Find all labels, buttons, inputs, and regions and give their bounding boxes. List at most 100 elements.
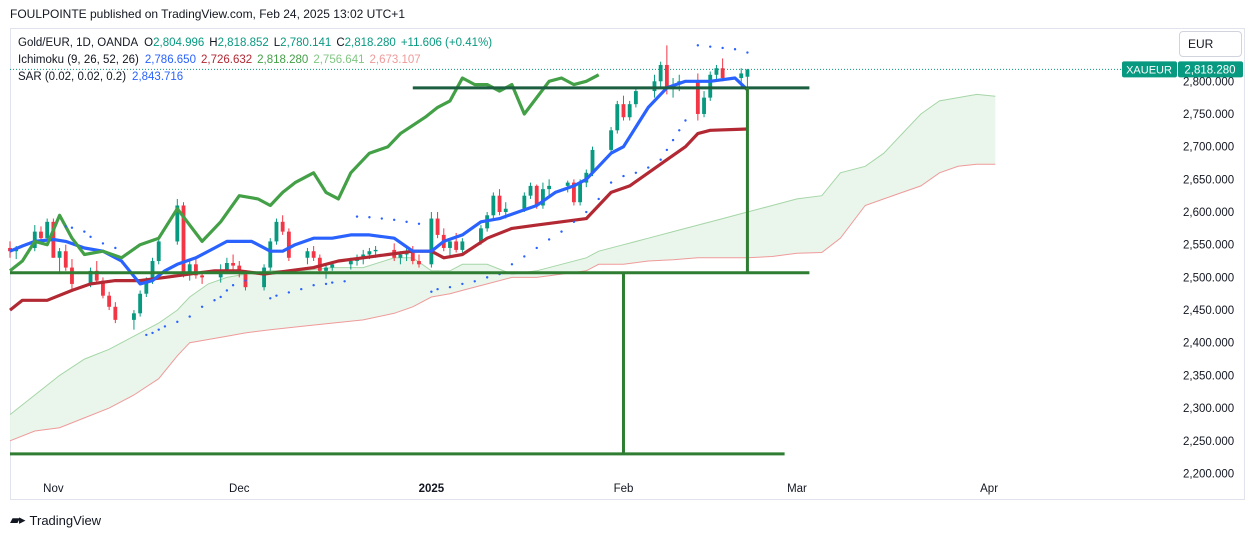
sar-dot bbox=[436, 287, 439, 291]
candle-body bbox=[63, 251, 68, 268]
y-tick-label: 2,550.000 bbox=[1183, 240, 1234, 252]
candle-body bbox=[268, 241, 273, 268]
x-tick-label: Nov bbox=[43, 483, 64, 495]
sar-dot bbox=[430, 290, 433, 293]
candle-body bbox=[262, 267, 266, 288]
sar-dot bbox=[634, 171, 638, 174]
candle-body bbox=[101, 280, 105, 296]
candle-body bbox=[664, 64, 669, 88]
candle-body bbox=[286, 231, 291, 258]
candle-body bbox=[175, 205, 180, 242]
ichimoku-lagging-value: 2,818.280 bbox=[257, 54, 309, 66]
symbol-tag-label: XAUEUR bbox=[1126, 64, 1172, 76]
sar-dot bbox=[200, 305, 204, 308]
candle-body bbox=[311, 251, 316, 258]
sar-dot bbox=[114, 246, 117, 250]
sar-dot bbox=[225, 289, 229, 292]
candle-body bbox=[429, 218, 434, 265]
sar-dot bbox=[89, 235, 92, 239]
sar-dot bbox=[343, 280, 346, 283]
symbol-label[interactable]: Gold/EUR, 1D, OANDA bbox=[18, 37, 139, 49]
y-tick-label: 2,300.000 bbox=[1183, 403, 1234, 415]
candle-body bbox=[39, 231, 43, 239]
change-value: +11.606 (+0.41%) bbox=[400, 37, 493, 49]
sar-dot bbox=[547, 238, 551, 241]
candle-body bbox=[522, 195, 527, 209]
sar-dot bbox=[70, 226, 74, 229]
candle-body bbox=[348, 261, 353, 265]
sar-dot bbox=[101, 242, 105, 245]
candle-body bbox=[181, 205, 186, 275]
candle-body bbox=[658, 64, 663, 82]
candle-body bbox=[547, 185, 552, 190]
candle-body bbox=[497, 195, 502, 213]
sar-dot bbox=[157, 328, 160, 331]
ichimoku-span-b-line bbox=[9, 163, 996, 442]
sar-dot bbox=[709, 45, 712, 48]
y-tick-label: 2,200.000 bbox=[1183, 468, 1234, 480]
price-tag-value: 2,818.280 bbox=[1184, 64, 1235, 76]
sar-dot bbox=[417, 222, 421, 225]
legend-ichimoku-row: Ichimoku (9, 26, 52, 26) 2,786.650 2,726.6… bbox=[18, 52, 497, 69]
sar-dot bbox=[597, 197, 600, 201]
price-tag-bg bbox=[1178, 61, 1243, 78]
candle-body bbox=[627, 104, 632, 118]
candle-body bbox=[565, 182, 570, 186]
candle-body bbox=[708, 74, 713, 98]
symbol-tag-bg bbox=[1122, 61, 1177, 78]
sar-dot bbox=[312, 284, 315, 287]
sar-dot bbox=[213, 299, 216, 302]
sar-dot bbox=[678, 129, 681, 132]
candle-body bbox=[330, 264, 335, 268]
sar-dot bbox=[671, 138, 675, 142]
candle-body bbox=[398, 254, 403, 258]
footer-brand[interactable]: ▰▸ TradingView bbox=[10, 512, 101, 528]
sar-label[interactable]: SAR (0.02, 0.02, 0.2) bbox=[18, 71, 127, 83]
y-tick-label: 2,750.000 bbox=[1183, 109, 1234, 121]
sar-dot bbox=[609, 181, 613, 184]
chart-frame bbox=[10, 28, 1245, 500]
candle-body bbox=[187, 264, 192, 275]
ichimoku-label[interactable]: Ichimoku (9, 26, 52, 26) bbox=[18, 54, 139, 66]
candle-body bbox=[193, 264, 198, 276]
sar-dot bbox=[535, 246, 538, 250]
open-label: O bbox=[144, 37, 154, 49]
sar-dot bbox=[523, 255, 526, 258]
sar-dot bbox=[746, 51, 749, 54]
sar-dot bbox=[380, 217, 384, 220]
candle-body bbox=[45, 221, 50, 239]
chart-legend: Gold/EUR, 1D, OANDA O2,804.996 H2,818.852 L… bbox=[18, 35, 497, 86]
sar-dot bbox=[622, 174, 625, 178]
sar-dot bbox=[665, 148, 669, 152]
legend-sar-row: SAR (0.02, 0.02, 0.2) 2,843.716 bbox=[18, 69, 497, 86]
candle-body bbox=[373, 249, 378, 252]
candle-body bbox=[138, 293, 143, 314]
ichimoku-span-b-value: 2,673.107 bbox=[369, 54, 421, 66]
currency-button[interactable]: EUR bbox=[1179, 31, 1242, 57]
publisher-line: FOULPOINTE published on TradingView.com,… bbox=[10, 7, 405, 21]
sar-dot bbox=[269, 297, 272, 300]
x-tick-label: Mar bbox=[787, 483, 807, 495]
y-tick-label: 2,500.000 bbox=[1183, 272, 1234, 284]
candle-body bbox=[448, 241, 452, 248]
candle-body bbox=[503, 208, 508, 213]
candle-body bbox=[367, 251, 372, 255]
ichimoku-lagging-line bbox=[9, 73, 600, 273]
sar-dot bbox=[188, 315, 191, 318]
legend-symbol-row: Gold/EUR, 1D, OANDA O2,804.996 H2,818.852 L… bbox=[18, 35, 497, 52]
y-tick-label: 2,400.000 bbox=[1183, 338, 1234, 350]
sar-dot bbox=[64, 225, 67, 228]
candle-body bbox=[541, 189, 545, 206]
sar-dot bbox=[510, 263, 514, 266]
close-label: C bbox=[336, 37, 345, 49]
sar-dot bbox=[696, 44, 700, 47]
sar-dot bbox=[300, 287, 303, 291]
candle-body bbox=[70, 267, 74, 284]
candle-body bbox=[144, 280, 149, 294]
candle-body bbox=[224, 262, 229, 271]
candle-body bbox=[571, 182, 576, 203]
candle-body bbox=[57, 251, 62, 258]
tradingview-logo-icon: ▰▸ bbox=[10, 512, 26, 527]
sar-dot bbox=[485, 276, 489, 279]
